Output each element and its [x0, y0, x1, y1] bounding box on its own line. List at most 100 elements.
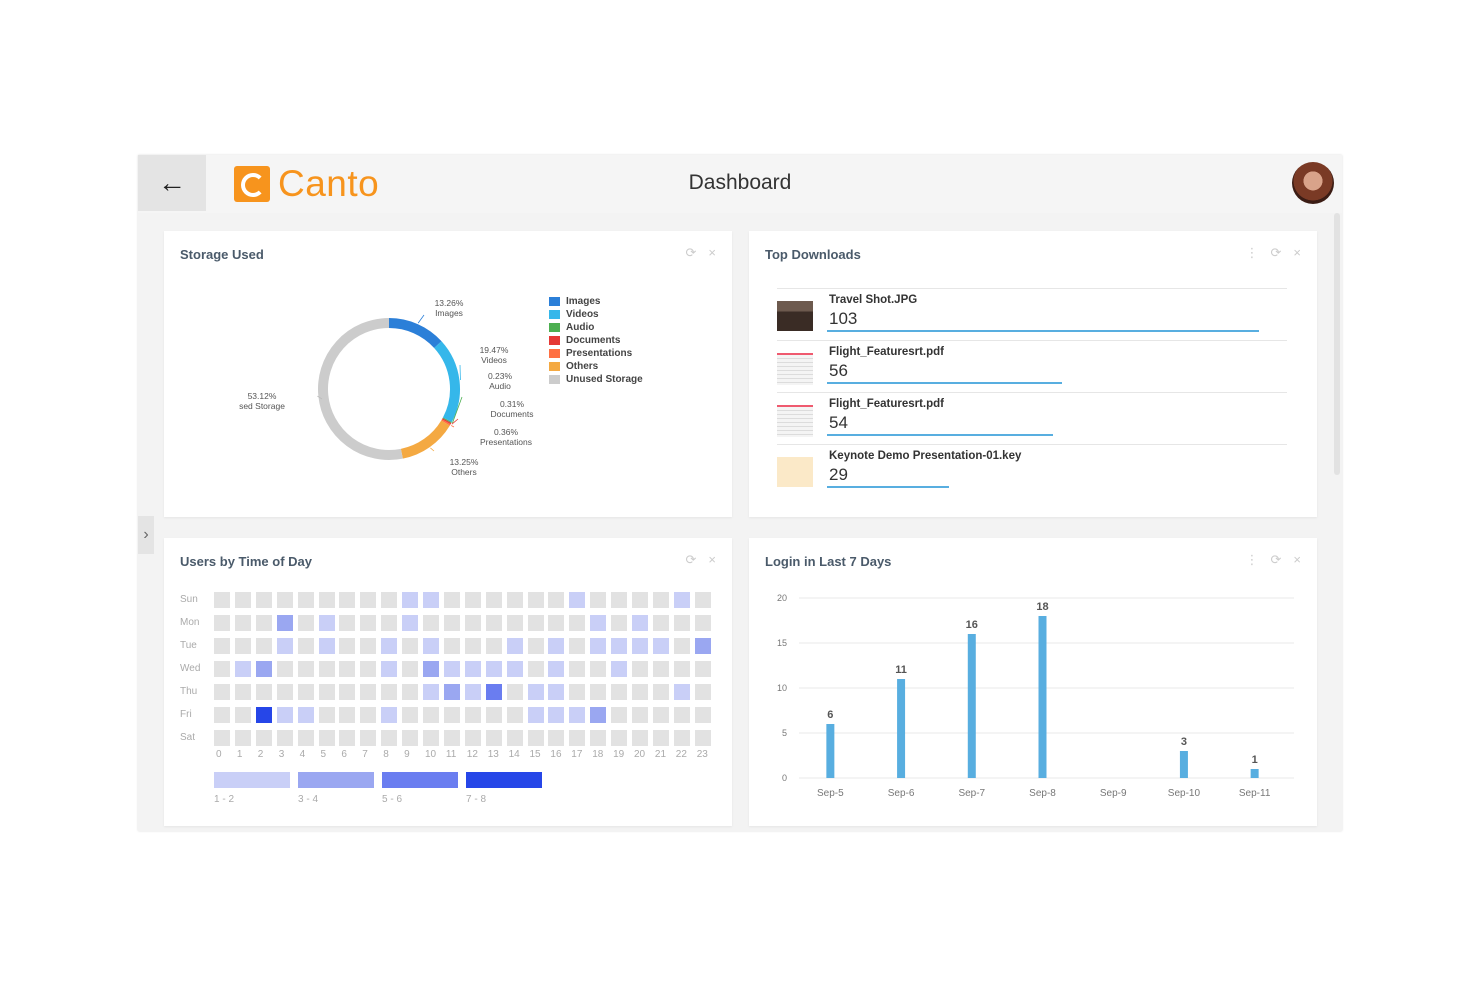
- heatmap-cell[interactable]: [590, 615, 607, 631]
- heatmap-cell[interactable]: [339, 684, 356, 700]
- heatmap-cell[interactable]: [276, 615, 293, 631]
- heatmap-cell[interactable]: [652, 615, 669, 631]
- heatmap-cell[interactable]: [234, 730, 251, 746]
- heatmap-cell[interactable]: [318, 615, 335, 631]
- heatmap-cell[interactable]: [485, 592, 502, 608]
- refresh-icon[interactable]: ⟳: [1270, 552, 1282, 567]
- heatmap-cell[interactable]: [569, 592, 586, 608]
- heatmap-cell[interactable]: [590, 707, 607, 723]
- heatmap-cell[interactable]: [318, 638, 335, 654]
- heatmap-cell[interactable]: [214, 592, 230, 608]
- heatmap-cell[interactable]: [318, 684, 335, 700]
- heatmap-cell[interactable]: [548, 592, 565, 608]
- heatmap-cell[interactable]: [234, 684, 251, 700]
- heatmap-cell[interactable]: [506, 615, 523, 631]
- heatmap-cell[interactable]: [276, 730, 293, 746]
- heatmap-cell[interactable]: [423, 638, 439, 654]
- download-file-name[interactable]: Flight_Featuresrt.pdf: [829, 346, 945, 358]
- heatmap-cell[interactable]: [673, 615, 690, 631]
- heatmap-cell[interactable]: [590, 661, 607, 677]
- login-bar[interactable]: [967, 634, 976, 778]
- heatmap-cell[interactable]: [464, 661, 481, 677]
- heatmap-cell[interactable]: [423, 615, 439, 631]
- heatmap-cell[interactable]: [569, 730, 586, 746]
- heatmap-cell[interactable]: [423, 684, 439, 700]
- heatmap-cell[interactable]: [569, 615, 586, 631]
- scrollbar[interactable]: [1334, 213, 1340, 475]
- heatmap-cell[interactable]: [255, 684, 272, 700]
- heatmap-cell[interactable]: [339, 661, 356, 677]
- download-row[interactable]: Flight_Featuresrt.pdf 54: [777, 392, 1287, 445]
- heatmap-cell[interactable]: [673, 684, 690, 700]
- close-icon[interactable]: ×: [1293, 552, 1301, 567]
- heatmap-cell[interactable]: [276, 638, 293, 654]
- donut-slice-videos[interactable]: [434, 341, 460, 423]
- heatmap-cell[interactable]: [485, 615, 502, 631]
- donut-slice-presentations[interactable]: [441, 419, 451, 426]
- heatmap-cell[interactable]: [652, 638, 669, 654]
- heatmap-cell[interactable]: [443, 661, 460, 677]
- heatmap-cell[interactable]: [464, 592, 481, 608]
- close-icon[interactable]: ×: [708, 552, 716, 567]
- heatmap-cell[interactable]: [590, 592, 607, 608]
- heatmap-cell[interactable]: [214, 661, 230, 677]
- login-bar[interactable]: [897, 679, 906, 778]
- donut-slice-documents[interactable]: [441, 418, 452, 425]
- heatmap-cell[interactable]: [339, 707, 356, 723]
- heatmap-cell[interactable]: [339, 615, 356, 631]
- heatmap-cell[interactable]: [423, 730, 439, 746]
- heatmap-cell[interactable]: [652, 684, 669, 700]
- heatmap-cell[interactable]: [673, 592, 690, 608]
- heatmap-cell[interactable]: [464, 730, 481, 746]
- heatmap-cell[interactable]: [694, 684, 711, 700]
- heatmap-cell[interactable]: [632, 730, 648, 746]
- heatmap-cell[interactable]: [339, 592, 356, 608]
- donut-slice-images[interactable]: [388, 318, 442, 349]
- heatmap-cell[interactable]: [423, 661, 439, 677]
- heatmap-cell[interactable]: [506, 661, 523, 677]
- heatmap-cell[interactable]: [485, 707, 502, 723]
- heatmap-cell[interactable]: [255, 730, 272, 746]
- heatmap-cell[interactable]: [527, 638, 544, 654]
- download-row[interactable]: Travel Shot.JPG 103: [777, 288, 1287, 341]
- heatmap-cell[interactable]: [423, 707, 439, 723]
- heatmap-cell[interactable]: [673, 661, 690, 677]
- heatmap-cell[interactable]: [381, 730, 398, 746]
- heatmap-cell[interactable]: [611, 707, 628, 723]
- heatmap-cell[interactable]: [297, 615, 314, 631]
- heatmap-cell[interactable]: [234, 661, 251, 677]
- heatmap-cell[interactable]: [381, 684, 398, 700]
- heatmap-cell[interactable]: [485, 730, 502, 746]
- download-file-name[interactable]: Keynote Demo Presentation-01.key: [829, 450, 1022, 462]
- heatmap-cell[interactable]: [360, 592, 377, 608]
- heatmap-cell[interactable]: [590, 684, 607, 700]
- heatmap-cell[interactable]: [652, 592, 669, 608]
- heatmap-cell[interactable]: [402, 730, 419, 746]
- heatmap-cell[interactable]: [318, 707, 335, 723]
- donut-slice-others[interactable]: [400, 420, 450, 459]
- heatmap-cell[interactable]: [506, 707, 523, 723]
- close-icon[interactable]: ×: [1293, 245, 1301, 260]
- heatmap-cell[interactable]: [381, 707, 398, 723]
- heatmap-cell[interactable]: [234, 592, 251, 608]
- heatmap-cell[interactable]: [360, 707, 377, 723]
- heatmap-cell[interactable]: [652, 730, 669, 746]
- donut-slice-sed-storage[interactable]: [318, 318, 403, 460]
- heatmap-cell[interactable]: [402, 638, 419, 654]
- heatmap-cell[interactable]: [443, 638, 460, 654]
- heatmap-cell[interactable]: [360, 661, 377, 677]
- heatmap-cell[interactable]: [402, 661, 419, 677]
- heatmap-cell[interactable]: [485, 638, 502, 654]
- heatmap-cell[interactable]: [569, 684, 586, 700]
- legend-item[interactable]: Audio: [549, 321, 643, 334]
- heatmap-cell[interactable]: [318, 730, 335, 746]
- heatmap-cell[interactable]: [297, 684, 314, 700]
- heatmap-cell[interactable]: [234, 615, 251, 631]
- heatmap-cell[interactable]: [339, 638, 356, 654]
- heatmap-cell[interactable]: [255, 592, 272, 608]
- heatmap-cell[interactable]: [381, 615, 398, 631]
- heatmap-cell[interactable]: [548, 707, 565, 723]
- heatmap-cell[interactable]: [276, 661, 293, 677]
- heatmap-cell[interactable]: [548, 684, 565, 700]
- heatmap-cell[interactable]: [652, 707, 669, 723]
